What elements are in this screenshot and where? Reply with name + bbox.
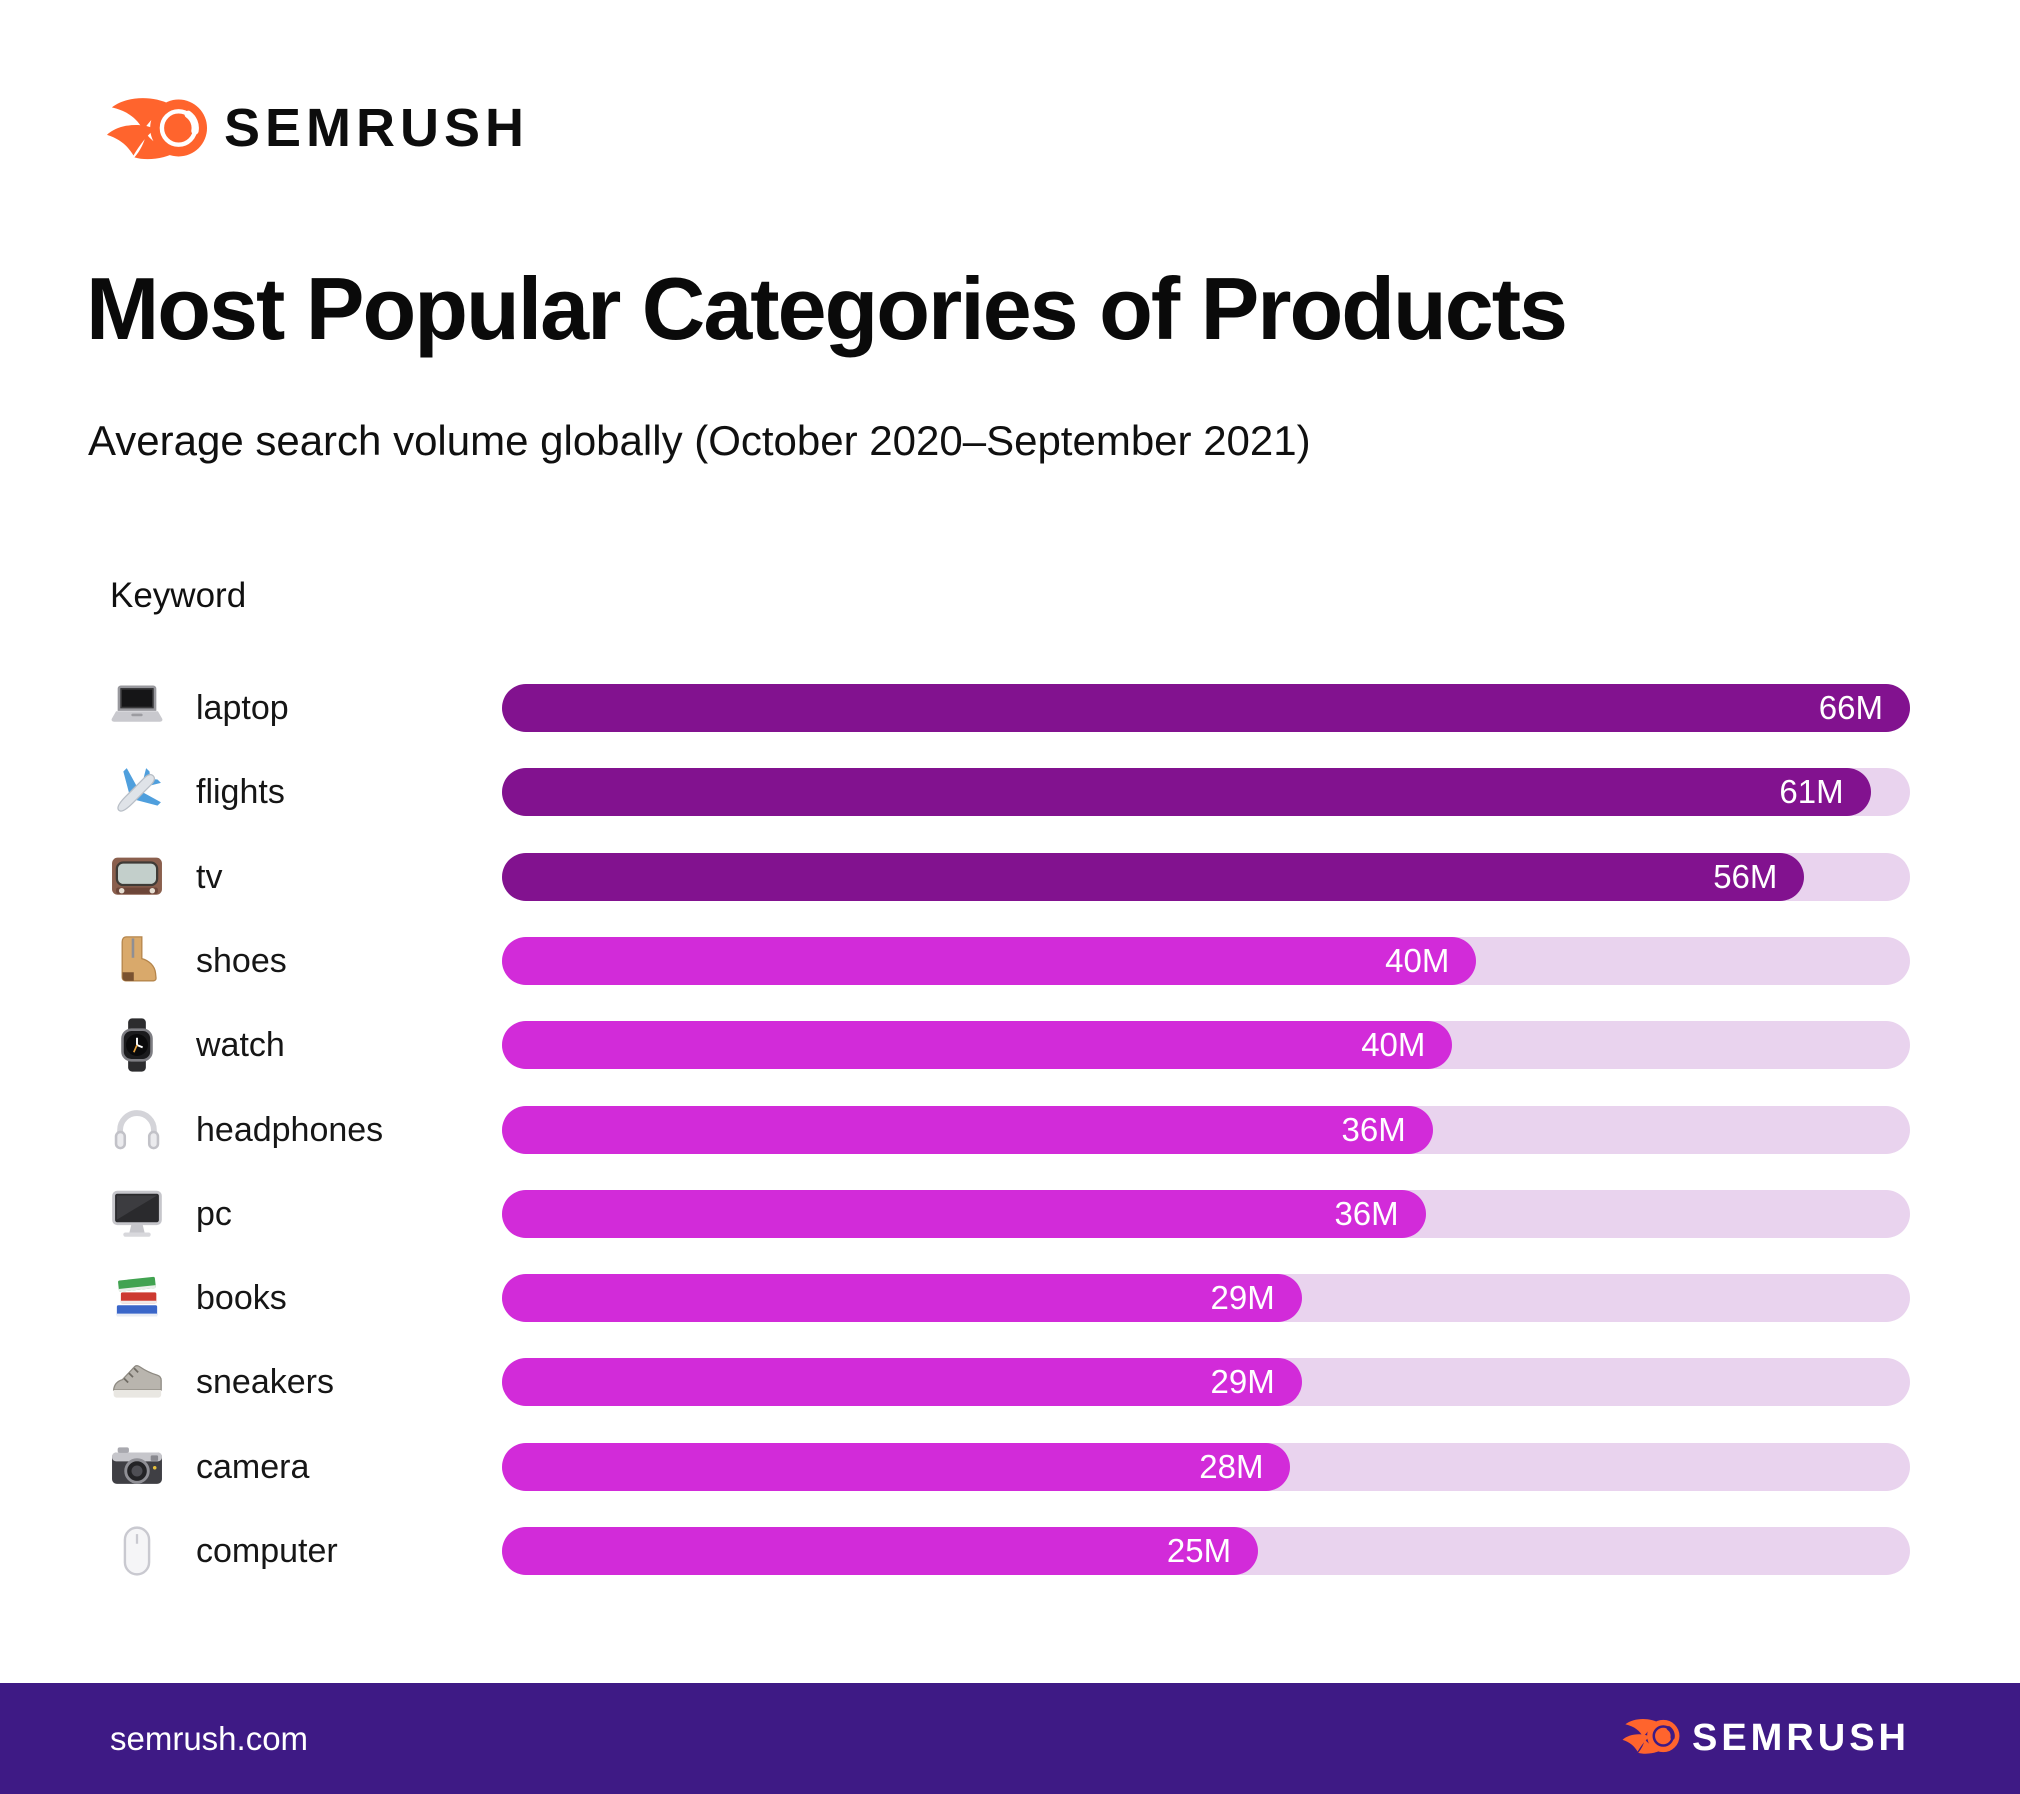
keyword-row: books 29M: [0, 1274, 2020, 1323]
bar-track: 61M: [502, 768, 1910, 817]
bar-fill: 28M: [502, 1442, 1291, 1491]
camera-emoji: [108, 1438, 166, 1496]
keyword-label: sneakers: [196, 1363, 334, 1402]
bar-value-label: 29M: [1210, 1363, 1275, 1401]
footer-bar: semrush.com SEMRUSH: [0, 1683, 2020, 1794]
bar-fill: 61M: [502, 768, 1871, 817]
keyword-row: laptop 66M: [0, 684, 2020, 732]
boot-emoji: [108, 932, 166, 990]
bar-track: 40M: [502, 936, 1910, 985]
bar-fill: 66M: [502, 684, 1910, 732]
bar-fill: 36M: [502, 1189, 1426, 1238]
keyword-label: books: [196, 1279, 287, 1318]
semrush-logo-text: SEMRUSH: [224, 98, 530, 158]
semrush-logo: SEMRUSH: [106, 96, 529, 160]
bar-value-label: 28M: [1199, 1447, 1264, 1485]
keyword-row: shoes 40M: [0, 936, 2020, 985]
bar-value-label: 25M: [1166, 1532, 1232, 1569]
bar-value-label: 40M: [1385, 941, 1450, 979]
bar-fill: 40M: [502, 1021, 1453, 1070]
keyword-label: camera: [196, 1447, 310, 1486]
keyword-label: computer: [196, 1532, 338, 1570]
keyword-label: laptop: [196, 689, 289, 727]
bar-track: 36M: [502, 1105, 1910, 1154]
page-title: Most Popular Categories of Products: [86, 259, 1568, 358]
bar-track: 36M: [502, 1189, 1910, 1238]
semrush-flame-icon: [1622, 1718, 1680, 1759]
keyword-label: pc: [196, 1194, 232, 1233]
bar-fill: 29M: [502, 1274, 1302, 1323]
bar-fill: 40M: [502, 936, 1477, 985]
laptop-emoji: [108, 679, 166, 737]
bar-value-label: 56M: [1713, 857, 1778, 895]
bar-value-label: 36M: [1341, 1110, 1406, 1148]
keyword-row: computer 25M: [0, 1526, 2020, 1576]
books-emoji: [108, 1269, 166, 1327]
keyword-label: tv: [196, 857, 223, 896]
bar-track: 40M: [502, 1021, 1910, 1070]
desktop-computer-emoji: [108, 1185, 166, 1243]
keyword-row: pc 36M: [0, 1189, 2020, 1238]
bar-value-label: 61M: [1779, 773, 1844, 811]
semrush-flame-icon: [106, 96, 208, 160]
bar-track: 56M: [502, 852, 1910, 901]
bar-track: 25M: [502, 1527, 1910, 1575]
bar-fill: 29M: [502, 1358, 1302, 1407]
bar-track: 29M: [502, 1358, 1910, 1407]
keyword-row: headphones 36M: [0, 1105, 2020, 1154]
footer-semrush-logo-text: SEMRUSH: [1691, 1717, 1910, 1759]
keyword-row: camera 28M: [0, 1442, 2020, 1491]
bar-value-label: 66M: [1818, 689, 1883, 726]
keyword-label: flights: [196, 773, 285, 812]
bar-track: 29M: [502, 1274, 1910, 1323]
sneaker-emoji: [108, 1353, 166, 1411]
bar-track: 66M: [502, 684, 1910, 732]
bar-fill: 56M: [502, 852, 1805, 901]
bar-track: 28M: [502, 1442, 1910, 1491]
bar-fill: 25M: [502, 1527, 1259, 1575]
page-subtitle: Average search volume globally (October …: [88, 417, 1311, 464]
watch-emoji: [108, 1016, 166, 1074]
computer-mouse-emoji: [108, 1522, 166, 1580]
bar-value-label: 29M: [1210, 1279, 1275, 1317]
keyword-label: shoes: [196, 941, 287, 980]
bar-fill: 36M: [502, 1105, 1433, 1154]
bar-value-label: 40M: [1361, 1026, 1426, 1064]
keyword-column-header: Keyword: [110, 576, 247, 615]
footer-url: semrush.com: [110, 1720, 309, 1757]
airplane-emoji: [108, 763, 166, 821]
tv-emoji: [108, 848, 166, 906]
keyword-row: watch 40M: [0, 1018, 2020, 1072]
keyword-row: sneakers 29M: [0, 1358, 2020, 1407]
footer-semrush-logo: SEMRUSH: [1622, 1683, 1910, 1794]
headphones-emoji: [108, 1101, 166, 1159]
bar-value-label: 36M: [1334, 1194, 1399, 1232]
keyword-row: flights 61M: [0, 768, 2020, 817]
keyword-label: headphones: [196, 1110, 384, 1149]
keyword-row: tv 56M: [0, 852, 2020, 901]
keyword-label: watch: [196, 1026, 285, 1065]
